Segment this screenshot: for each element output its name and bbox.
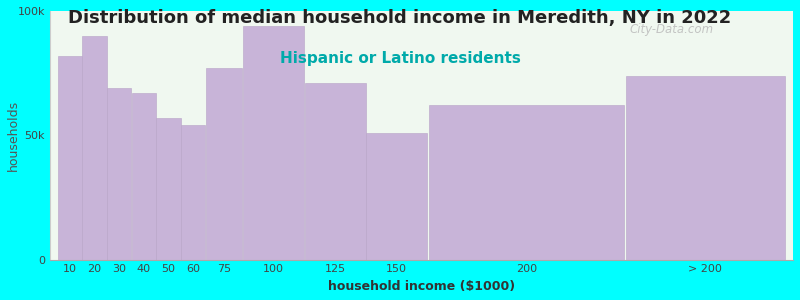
Bar <box>156 118 181 260</box>
Y-axis label: households: households <box>7 100 20 171</box>
Bar <box>82 36 106 260</box>
Bar <box>58 56 82 260</box>
Text: City-Data.com: City-Data.com <box>630 23 714 36</box>
Bar <box>243 26 304 260</box>
Bar <box>131 93 156 260</box>
Bar <box>107 88 131 260</box>
Text: Distribution of median household income in Meredith, NY in 2022: Distribution of median household income … <box>68 9 732 27</box>
Bar <box>181 125 206 260</box>
X-axis label: household income ($1000): household income ($1000) <box>328 280 515 293</box>
Bar <box>305 83 366 260</box>
Bar <box>429 105 624 260</box>
Bar <box>206 68 242 260</box>
Text: Hispanic or Latino residents: Hispanic or Latino residents <box>279 51 521 66</box>
Bar <box>366 133 427 260</box>
Bar <box>626 76 785 260</box>
